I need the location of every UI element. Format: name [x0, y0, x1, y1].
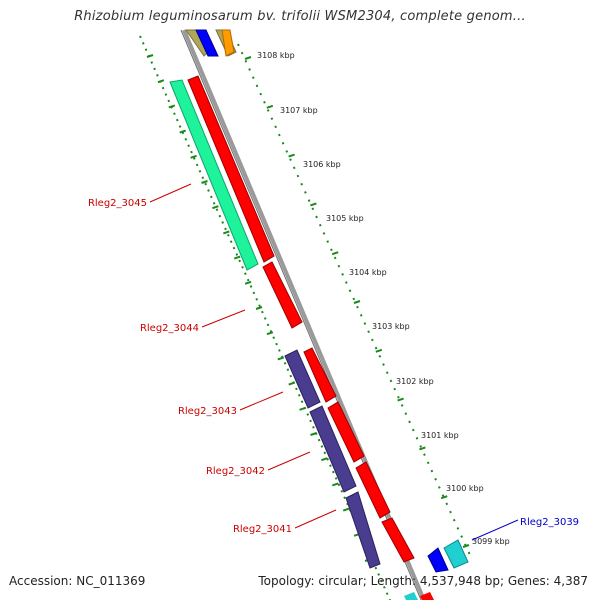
ruler-tick [255, 306, 263, 310]
ruler-label: 3102 kbp [396, 377, 434, 386]
ruler-label: 3101 kbp [421, 431, 459, 440]
gene-rleg2-3039[interactable] [443, 539, 469, 569]
outer-ruler-line [139, 35, 391, 601]
leader-line [149, 183, 192, 203]
ruler-tick [168, 104, 176, 109]
gene-track[interactable] [169, 29, 469, 600]
ruler-tick [277, 356, 285, 361]
genome-summary-text: Topology: circular; Length: 4,537,948 bp… [258, 574, 588, 588]
ruler-tick [288, 153, 295, 158]
ruler-tick [212, 205, 219, 210]
accession-text: Accession: NC_011369 [9, 574, 146, 588]
gene-rleg2-3044[interactable] [262, 261, 303, 329]
gene-label-rleg2-3044[interactable]: Rleg2_3044 [140, 323, 199, 334]
ruler-tick [310, 432, 317, 436]
gene-blue-3040[interactable] [427, 547, 449, 573]
ruler-tick [397, 397, 404, 402]
ruler-label: 3108 kbp [257, 51, 295, 60]
gene-orange-top[interactable] [221, 29, 235, 57]
gene-labels[interactable]: Rleg2_3045 Rleg2_3044 Rleg2_3043 Rleg2_3… [88, 183, 579, 541]
gene-blue-top[interactable] [195, 29, 219, 57]
gene-rleg2-3045[interactable] [169, 79, 259, 271]
ruler-label: 3106 kbp [303, 160, 341, 169]
gene-red-3042[interactable] [327, 401, 365, 463]
gene-rleg2-3043[interactable] [284, 349, 321, 409]
leader-line [294, 509, 337, 529]
ruler-track [139, 35, 471, 601]
gene-label-rleg2-3045[interactable]: Rleg2_3045 [88, 198, 147, 209]
ruler-tick [157, 79, 165, 84]
genome-backbone [180, 29, 426, 601]
ruler-tick [353, 300, 361, 304]
ruler-tick [440, 495, 448, 500]
ruler-tick [375, 348, 383, 353]
gene-rleg2-3041[interactable] [345, 491, 381, 569]
leader-line [267, 451, 311, 471]
ruler-tick [233, 255, 241, 260]
ruler-label: 3105 kbp [326, 214, 364, 223]
ruler-tick [462, 544, 470, 548]
leader-line [201, 309, 246, 328]
gene-red-3042b[interactable] [355, 461, 391, 519]
gene-cyan-bottom[interactable] [404, 592, 418, 600]
genome-title: Rhizobium leguminosarum bv. trifolii WSM… [74, 9, 526, 24]
gene-red-3041[interactable] [381, 517, 415, 563]
ruler-tick [266, 331, 274, 336]
ruler-tick [331, 482, 339, 487]
ruler-tick [244, 56, 252, 60]
ruler-tick [419, 446, 426, 451]
ruler-label: 3099 kbp [472, 537, 510, 546]
ruler-tick [342, 507, 350, 512]
gene-rleg2-3042[interactable] [309, 405, 357, 493]
ruler-tick [266, 104, 274, 109]
leader-line [239, 391, 284, 411]
ruler-tick [222, 230, 230, 235]
inner-ruler-line [237, 43, 471, 556]
gene-label-rleg2-3039[interactable]: Rleg2_3039 [520, 517, 579, 528]
ruler-ticks [146, 54, 470, 562]
gene-label-rleg2-3042[interactable]: Rleg2_3042 [206, 466, 265, 477]
ruler-tick [321, 457, 328, 462]
ruler-label: 3107 kbp [280, 106, 318, 115]
ruler-tick [179, 129, 187, 134]
ruler-label: 3104 kbp [349, 268, 387, 277]
ruler-tick [146, 54, 154, 58]
ruler-tick [201, 180, 208, 184]
ruler-tick [331, 251, 339, 256]
ruler-tick [244, 280, 252, 285]
leader-line [471, 519, 519, 541]
ruler-label: 3100 kbp [446, 484, 484, 493]
ruler-tick [288, 381, 296, 386]
gene-label-rleg2-3043[interactable]: Rleg2_3043 [178, 406, 237, 417]
gene-red-3044-long[interactable] [187, 75, 275, 263]
ruler-tick [190, 154, 197, 159]
gene-label-rleg2-3041[interactable]: Rleg2_3041 [233, 524, 292, 535]
gene-red-3043[interactable] [303, 347, 337, 403]
ruler-tick [299, 406, 306, 411]
ruler-label: 3103 kbp [372, 322, 410, 331]
backbone-outer-line [182, 29, 426, 601]
gene-red-bottom[interactable] [420, 592, 434, 600]
ruler-tick [310, 202, 317, 207]
ruler-labels: 3108 kbp 3107 kbp 3106 kbp 3105 kbp 3104… [257, 51, 510, 546]
